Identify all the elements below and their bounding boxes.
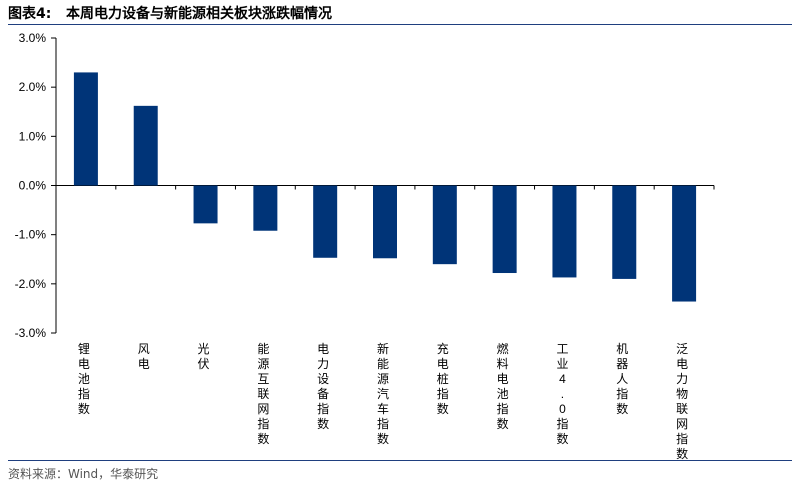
x-tick-label: 燃料电池指数 (497, 341, 509, 431)
y-tick-label: 3.0% (19, 31, 47, 45)
bar (432, 185, 457, 265)
bar-chart: 3.0% 2.0% 1.0% 0.0% -1.0% -2.0% -3.0% 锂电池指数 风电 光伏… (15, 31, 715, 460)
bar (193, 185, 218, 224)
y-tick-label: 2.0% (19, 80, 47, 94)
y-tick-label: 0.0% (19, 179, 47, 193)
x-tick-label: 能源互联网指数 (257, 342, 269, 446)
bar (373, 185, 397, 259)
bar (552, 185, 577, 278)
y-tick-label: -3.0% (15, 326, 47, 340)
bar (612, 185, 637, 279)
x-tick-label: 工业 4. 0 指数 (556, 342, 568, 446)
bar (492, 185, 517, 274)
x-tick-label: 电力设备指数 (317, 342, 329, 431)
x-tick-label: 风电 (138, 342, 150, 371)
y-tick-label: 1.0% (19, 129, 47, 143)
y-tick-label: -1.0% (15, 228, 47, 242)
bar (73, 72, 98, 186)
x-tick-label: 光伏 (198, 342, 210, 371)
bar (253, 185, 278, 231)
x-tick-label: 充电桩指数 (437, 341, 449, 416)
x-tick-label: 新能源汽车指数 (377, 341, 389, 446)
bar (313, 185, 338, 258)
figure-label: 图表4: (8, 6, 52, 22)
y-tick-label: -2.0% (15, 277, 47, 291)
figure-title: 本周电力设备与新能源相关板块涨跌幅情况 (66, 6, 332, 22)
x-tick-label: 锂电池指数 (78, 341, 90, 416)
figure-header: 图表4: 本周电力设备与新能源相关板块涨跌幅情况 (8, 0, 792, 25)
x-tick-label: 泛电力物联网指数 (676, 342, 688, 460)
x-tick-label: 机器人指数 (616, 342, 628, 416)
bar (672, 185, 697, 302)
figure-footer: 资料来源：Wind，华泰研究 (8, 460, 792, 485)
source-note: 资料来源：Wind，华泰研究 (8, 467, 159, 481)
bar (133, 105, 158, 186)
